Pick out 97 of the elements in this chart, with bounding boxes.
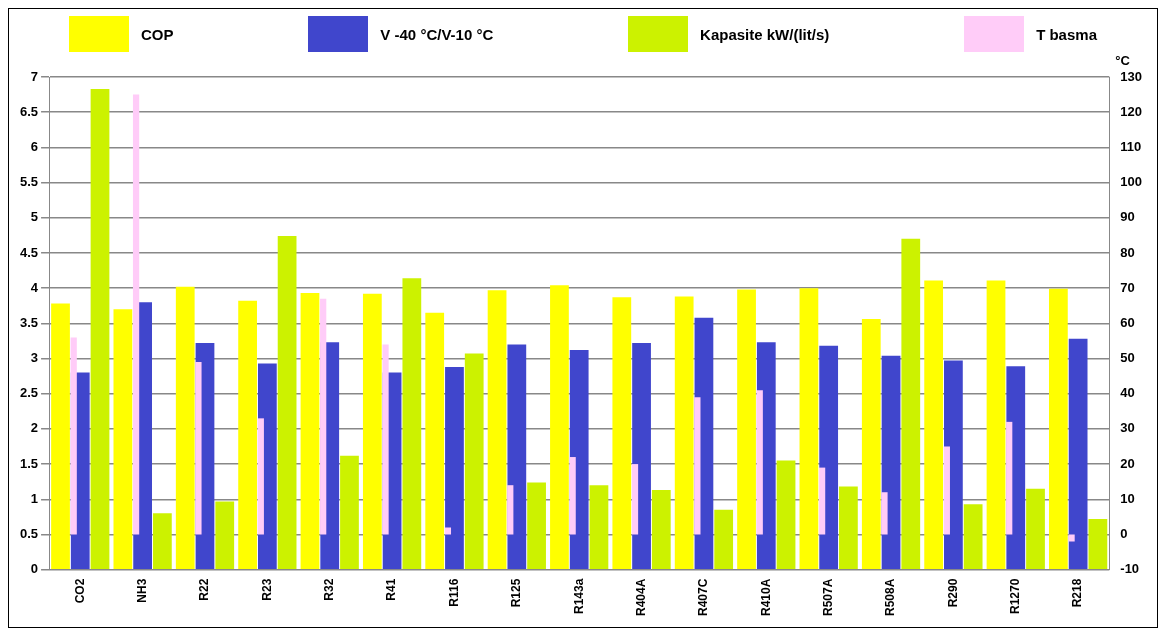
y2-tick-label: 110	[1120, 138, 1142, 154]
bar	[402, 278, 422, 569]
bar	[799, 288, 819, 569]
y2-tick-label: 90	[1120, 209, 1135, 225]
y2-tick-label: 40	[1120, 385, 1135, 401]
y-tick-label: 6.5	[19, 103, 39, 119]
y2-axis-title: °C	[1115, 53, 1131, 68]
bar	[1088, 518, 1108, 569]
x-tick-label: R143a	[571, 578, 586, 615]
bar	[589, 485, 609, 569]
bar	[195, 362, 202, 535]
y2-tick-label: 120	[1120, 103, 1143, 119]
bar	[901, 238, 921, 569]
x-tick-label: NH3	[134, 578, 149, 603]
bar	[257, 418, 264, 535]
legend-label: Kapasite kW/(lit/s)	[700, 25, 830, 43]
y-tick-label: 1.5	[19, 455, 39, 471]
x-tick-label: R1270	[1008, 578, 1023, 615]
bar	[445, 366, 464, 569]
bar	[215, 501, 235, 569]
bar	[152, 513, 172, 569]
y-tick-label: 4.5	[19, 244, 39, 260]
y2-tick-label: 60	[1120, 314, 1135, 330]
bar	[507, 485, 514, 535]
bar	[839, 486, 858, 569]
y2-tick-label: 130	[1120, 68, 1143, 84]
y-tick-label: 2.5	[19, 385, 39, 401]
bar	[527, 482, 546, 569]
bar	[569, 457, 576, 535]
x-tick-label: R23	[259, 578, 274, 601]
y-tick-label: 5	[30, 209, 39, 225]
bar	[819, 345, 839, 569]
y-tick-label: 7	[30, 68, 39, 84]
x-tick-label: R125	[509, 578, 524, 608]
bar	[1026, 488, 1045, 569]
x-tick-label: R407C	[696, 578, 711, 617]
bar	[881, 355, 901, 569]
y-tick-label: 4	[30, 279, 39, 295]
x-tick-label: R41	[384, 578, 399, 601]
bar	[943, 446, 950, 535]
x-tick-label: R290	[945, 578, 960, 608]
bar	[550, 285, 569, 569]
bar	[714, 509, 734, 569]
bar	[963, 504, 983, 569]
x-tick-label: R218	[1070, 578, 1085, 608]
bar	[487, 290, 507, 569]
y2-tick-label: 20	[1120, 455, 1135, 471]
bar	[1068, 338, 1088, 569]
y2-tick-label: 30	[1120, 420, 1135, 436]
x-tick-label: R32	[322, 578, 337, 601]
bar	[238, 300, 257, 569]
y-tick-label: 6	[30, 138, 39, 154]
bar	[1068, 534, 1075, 542]
y-tick-label: 3	[30, 350, 39, 366]
bar	[756, 390, 763, 535]
bar	[507, 344, 527, 569]
bar	[425, 312, 445, 569]
bar	[651, 490, 671, 569]
bar	[631, 464, 639, 535]
y-tick-label: 0	[30, 561, 39, 577]
bar	[340, 455, 359, 569]
y2-tick-label: 10	[1120, 490, 1135, 506]
x-tick-label: R507A	[820, 578, 835, 617]
bar	[986, 280, 1006, 569]
bar	[277, 236, 297, 569]
y2-tick-label: 100	[1120, 174, 1143, 190]
bar	[881, 492, 888, 535]
legend-label: V -40 °C/V-10 °C	[380, 25, 494, 43]
y-tick-label: 2	[30, 420, 39, 436]
legend-label: T basma	[1036, 25, 1097, 43]
bar	[924, 280, 944, 569]
y2-tick-label: 80	[1120, 244, 1135, 260]
legend-label: COP	[141, 25, 174, 43]
x-tick-label: R404A	[633, 578, 648, 617]
y-tick-label: 3.5	[19, 314, 39, 330]
y2-tick-label: -10	[1120, 561, 1140, 577]
bar	[90, 88, 110, 569]
bar	[861, 319, 881, 569]
bar	[464, 353, 484, 569]
bar	[1049, 288, 1068, 569]
y2-tick-label: 50	[1120, 350, 1135, 366]
y2-tick-label: 70	[1120, 279, 1135, 295]
y-tick-label: 5.5	[19, 174, 39, 190]
x-tick-label: R410A	[758, 578, 773, 617]
bar	[612, 297, 632, 569]
bar	[776, 460, 796, 569]
x-tick-label: R22	[197, 578, 212, 601]
bar	[818, 467, 826, 535]
x-tick-label: R116	[446, 578, 461, 607]
x-tick-label: R508A	[883, 578, 898, 617]
y-tick-label: 1	[30, 490, 39, 506]
bar	[444, 527, 452, 535]
y2-tick-label: 0	[1120, 526, 1128, 542]
y-tick-label: 0.5	[19, 526, 39, 542]
x-tick-label: CO2	[72, 578, 87, 604]
bar	[1006, 421, 1013, 535]
bar	[694, 397, 701, 535]
